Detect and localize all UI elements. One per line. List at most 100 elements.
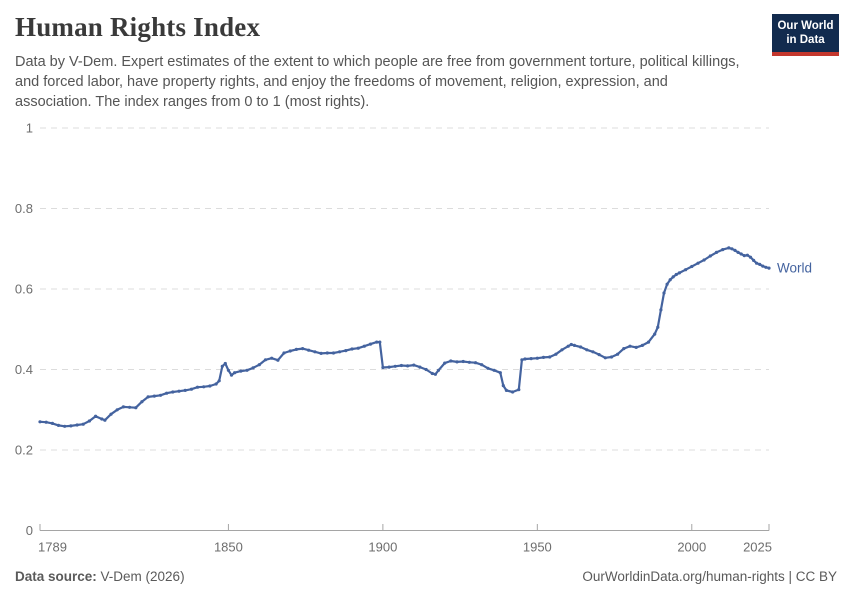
series-point xyxy=(634,345,638,349)
series-point xyxy=(665,282,669,286)
owid-logo-line2: in Data xyxy=(786,34,825,47)
series-point xyxy=(510,390,515,394)
series-point xyxy=(656,325,660,329)
series-point xyxy=(69,424,73,428)
series-point xyxy=(257,363,261,367)
series-point xyxy=(677,271,682,275)
series-point xyxy=(313,350,317,354)
series-point xyxy=(758,262,762,266)
series-point xyxy=(381,365,385,370)
series-point xyxy=(276,358,280,362)
series-point xyxy=(44,420,48,424)
series-end-label: World xyxy=(777,261,812,276)
series-point xyxy=(733,248,737,252)
series-point xyxy=(223,361,227,366)
series-point xyxy=(628,344,632,348)
series-point xyxy=(752,258,756,262)
series-point xyxy=(616,352,620,356)
series-point xyxy=(517,388,521,392)
series-point xyxy=(548,355,552,359)
series-point xyxy=(399,363,403,368)
series-point xyxy=(229,373,234,377)
series-point xyxy=(307,348,311,352)
series-point xyxy=(220,364,224,368)
series-point xyxy=(430,371,434,376)
series-point xyxy=(486,366,490,370)
series-line xyxy=(38,246,771,428)
series-point xyxy=(640,343,645,347)
series-point xyxy=(708,254,712,258)
series-point xyxy=(94,414,98,418)
series-point xyxy=(745,253,750,257)
data-source: Data source: V-Dem (2026) xyxy=(15,569,185,584)
series-point xyxy=(214,382,218,386)
series-point xyxy=(282,351,286,355)
series-point xyxy=(288,349,292,353)
series-point xyxy=(535,356,539,360)
series-point xyxy=(81,422,85,426)
series-point xyxy=(662,291,666,295)
series-point xyxy=(319,351,323,355)
series-point xyxy=(387,365,391,369)
series-point xyxy=(171,390,175,394)
series-point xyxy=(325,351,329,355)
series-point xyxy=(263,358,268,362)
series-point xyxy=(671,275,675,279)
series-point xyxy=(356,346,360,350)
y-axis-labels: 0 0.2 0.4 0.6 0.8 1 xyxy=(15,121,33,539)
series-point xyxy=(684,268,688,272)
series-point xyxy=(38,420,42,424)
series-point xyxy=(721,248,725,252)
series-point xyxy=(480,363,484,367)
series-point xyxy=(473,361,478,365)
series-point xyxy=(727,246,731,250)
series-point xyxy=(603,356,607,360)
series-point xyxy=(767,266,771,270)
series-point xyxy=(134,406,138,410)
series-point xyxy=(115,408,119,412)
series-point xyxy=(541,355,546,359)
series-point xyxy=(585,348,589,352)
owid-logo-line1: Our World xyxy=(777,20,834,32)
page-title: Human Rights Index xyxy=(15,12,261,42)
series-point xyxy=(63,424,67,428)
series-point xyxy=(569,342,573,347)
series-point xyxy=(128,405,132,409)
series-point xyxy=(87,419,91,423)
owid-logo-red-bar xyxy=(772,51,839,56)
y-tick-label: 0.6 xyxy=(15,282,33,297)
x-tick-label: 1850 xyxy=(214,540,243,555)
series-point xyxy=(696,261,700,265)
credit-link: OurWorldinData.org/human-rights | CC BY xyxy=(582,569,837,584)
series-point xyxy=(433,372,437,376)
line-chart: 0 0.2 0.4 0.6 0.8 1 1789 1850 1900 1950 2000 2025 Wo… xyxy=(15,121,812,555)
series-point xyxy=(554,352,558,356)
series-point xyxy=(739,252,743,256)
series-point xyxy=(498,371,502,375)
series-point xyxy=(56,423,61,427)
series-point xyxy=(455,360,459,364)
series-point xyxy=(443,361,447,365)
series-point xyxy=(251,366,255,370)
series-point xyxy=(158,393,163,397)
data-source-value: V-Dem (2026) xyxy=(96,569,185,584)
series-point xyxy=(100,417,104,421)
series-point xyxy=(350,347,354,351)
series-point xyxy=(368,342,373,346)
series-point xyxy=(591,350,595,354)
series-point xyxy=(406,364,410,368)
series-point xyxy=(152,394,156,398)
y-tick-label: 0 xyxy=(26,523,33,538)
series-point xyxy=(520,358,524,362)
series-point xyxy=(714,250,719,254)
x-tick-label: 1950 xyxy=(523,540,552,555)
x-tick-label: 1900 xyxy=(368,540,397,555)
series-point xyxy=(579,345,583,349)
series-point xyxy=(165,391,169,395)
series-point xyxy=(183,388,187,392)
series-point xyxy=(217,379,221,383)
series-point xyxy=(736,250,740,254)
series-point xyxy=(103,418,107,422)
y-tick-label: 0.2 xyxy=(15,443,33,458)
series-point xyxy=(338,350,342,354)
